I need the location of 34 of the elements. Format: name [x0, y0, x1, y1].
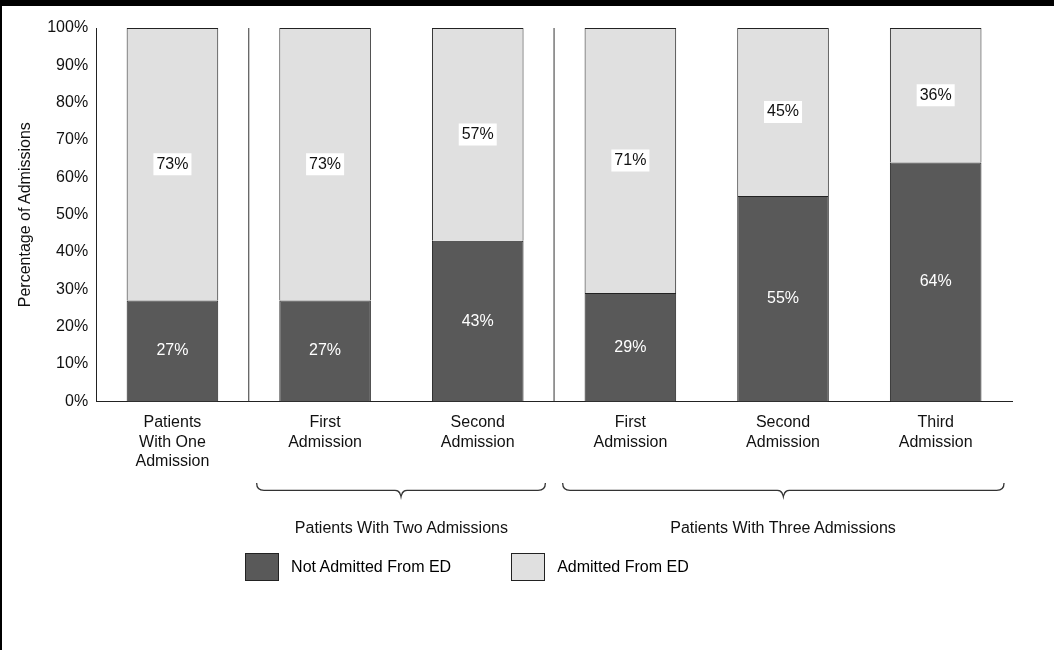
data-label: 43% [461, 311, 494, 329]
y-tick-label: 30% [56, 279, 89, 297]
text: Patients With Two Admissions [294, 519, 508, 538]
x-tick-label: Second Admission [746, 413, 820, 450]
legend-label: Not Admitted From ED [291, 558, 452, 577]
x-tick-label: First Admission [288, 413, 362, 450]
y-tick-label: 90% [56, 55, 89, 73]
data-label: 36% [919, 85, 952, 103]
data-label: 27% [309, 341, 342, 359]
legend-label: Admitted From ED [557, 558, 689, 577]
text: Patients With Three Admissions [670, 519, 896, 538]
y-tick-label: 0% [65, 391, 89, 409]
data-label: 71% [614, 150, 647, 168]
x-tick-label: Second Admission [440, 413, 515, 450]
data-label: 73% [309, 154, 342, 172]
y-tick-label: 100% [47, 18, 89, 36]
data-label: 29% [614, 337, 647, 355]
data-label: 64% [919, 272, 952, 290]
data-label: 57% [461, 124, 494, 142]
x-tick-label: Patients With One Admission [135, 413, 210, 469]
data-label: 45% [767, 102, 800, 120]
y-tick-label: 10% [56, 354, 89, 372]
y-tick-label: 60% [56, 167, 89, 185]
y-tick-label: 50% [56, 205, 89, 223]
data-label: 55% [767, 289, 800, 307]
y-tick-label: 20% [56, 317, 89, 335]
data-label: 73% [156, 154, 189, 172]
y-axis-title: Percentage of Admissions [16, 122, 34, 308]
y-tick-label: 70% [56, 130, 89, 148]
data-label: 27% [156, 341, 189, 359]
y-tick-label: 40% [56, 242, 89, 260]
y-tick-label: 80% [56, 93, 89, 111]
x-tick-label: First Admission [593, 413, 668, 450]
x-tick-label: Third Admission [898, 413, 973, 450]
